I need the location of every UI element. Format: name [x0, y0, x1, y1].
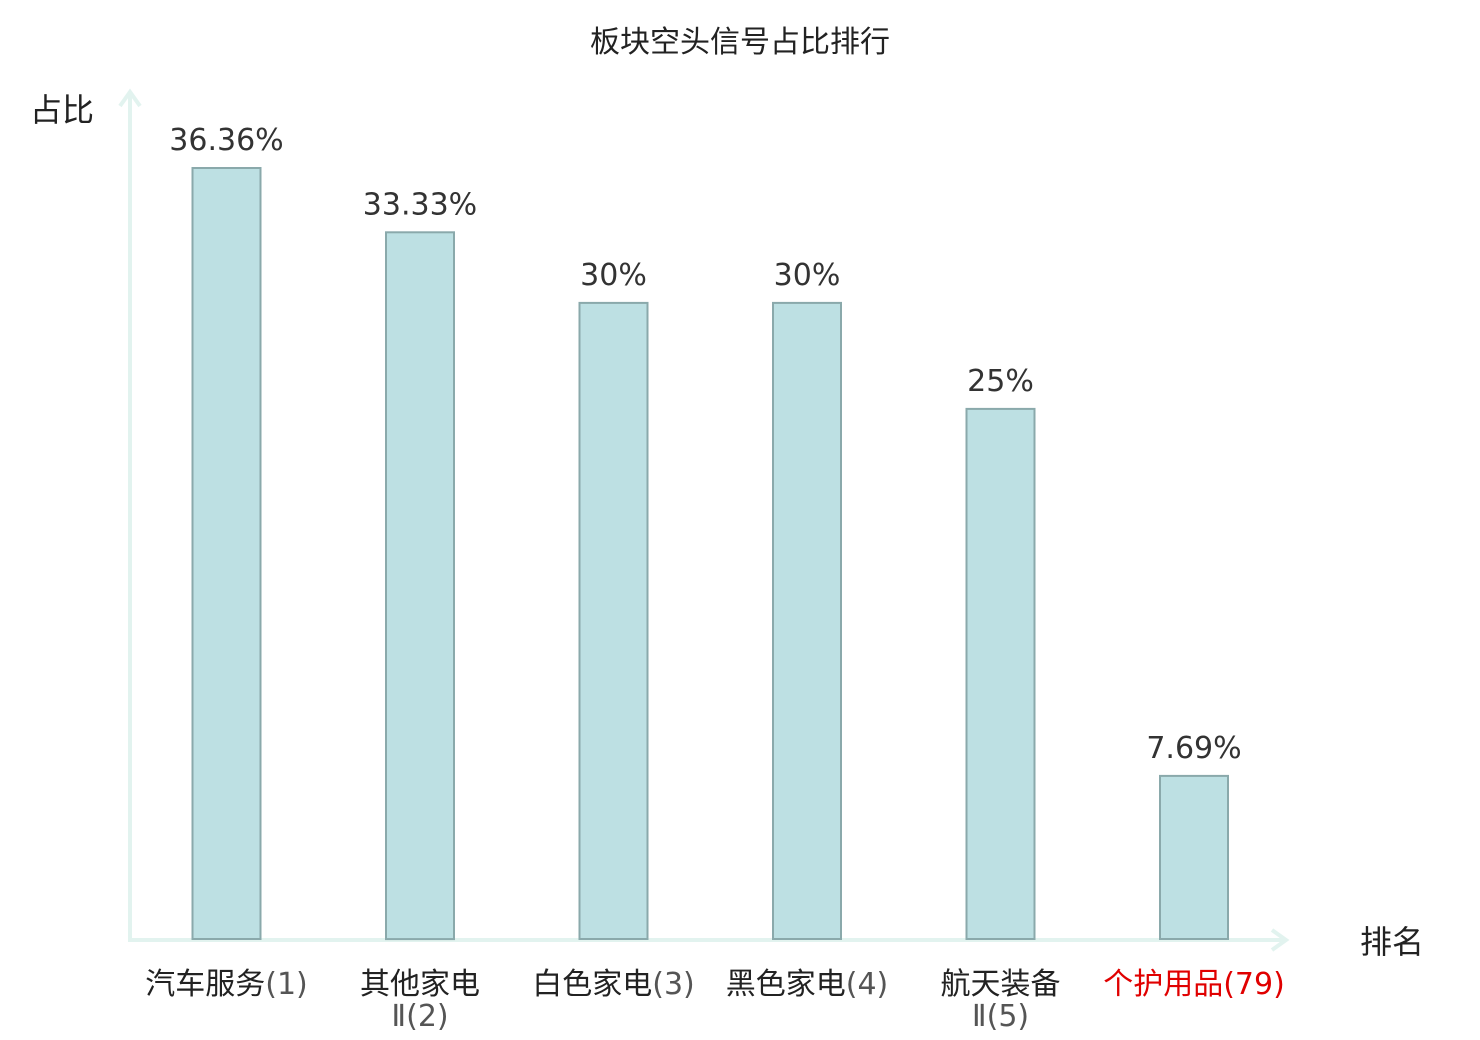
value-label-1: 36.36% [169, 123, 283, 158]
bars-group [191, 167, 1229, 941]
bar-1 [191, 167, 262, 940]
value-label-3: 30% [580, 258, 647, 293]
bar-6 [1159, 774, 1229, 941]
category-labels-group: 汽车服务(1) 其他家电 Ⅱ(2) 白色家电(3) 黑色家电(4) 航天装备 Ⅱ(5) 个护用… [145, 967, 1285, 1034]
bar-3 [578, 301, 649, 940]
category-label-2: 其他家电 Ⅱ(2) [360, 967, 480, 1034]
x-axis-label: 排名 [1360, 923, 1424, 961]
value-labels-group: 36.36% 33.33% 30% 30% 25% 7.69% [169, 123, 1241, 766]
bar-4 [772, 301, 842, 940]
x-axis-arrow [1270, 928, 1290, 952]
bar-5 [965, 407, 1036, 940]
value-label-5: 25% [967, 364, 1034, 399]
chart-title: 板块空头信号占比排行 [590, 25, 890, 60]
category-label-1: 汽车服务(1) [145, 967, 308, 1002]
y-axis-label: 占比 [30, 91, 94, 129]
value-label-4: 30% [774, 258, 841, 293]
category-label-6: 个护用品(79) [1103, 967, 1285, 1002]
category-label-4: 黑色家电(4) [726, 967, 889, 1002]
value-label-2: 33.33% [363, 187, 477, 222]
y-axis-arrow [118, 88, 142, 108]
value-label-6: 7.69% [1146, 731, 1241, 766]
y-axis: 占比 [30, 88, 142, 942]
x-axis: 排名 [130, 923, 1424, 961]
category-label-3: 白色家电(3) [532, 967, 695, 1002]
category-label-5: 航天装备 Ⅱ(5) [941, 967, 1061, 1034]
bar-2 [385, 231, 455, 941]
